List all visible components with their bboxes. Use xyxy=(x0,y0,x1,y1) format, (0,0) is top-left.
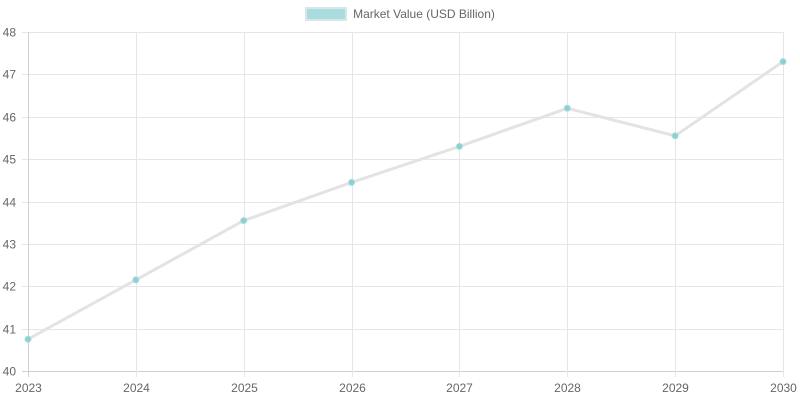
data-series xyxy=(24,58,787,343)
data-point[interactable] xyxy=(779,58,787,66)
x-tick-label: 2025 xyxy=(231,381,258,395)
data-point[interactable] xyxy=(240,217,248,225)
y-tick-label: 40 xyxy=(3,365,17,379)
data-point[interactable] xyxy=(671,132,679,140)
y-tick-label: 41 xyxy=(3,323,17,337)
y-tick-label: 48 xyxy=(3,26,17,40)
x-tick-label: 2028 xyxy=(554,381,581,395)
legend-label: Market Value (USD Billion) xyxy=(353,7,495,21)
x-tick-label: 2030 xyxy=(770,381,797,395)
y-tick-label: 44 xyxy=(3,196,17,210)
y-tick-label: 45 xyxy=(3,153,17,167)
y-tick-label: 47 xyxy=(3,68,17,82)
data-point[interactable] xyxy=(24,335,32,343)
data-point[interactable] xyxy=(563,104,571,112)
y-tick-label: 42 xyxy=(3,280,17,294)
x-tick-label: 2029 xyxy=(662,381,689,395)
grid-lines xyxy=(22,32,784,377)
data-point[interactable] xyxy=(348,178,356,186)
x-tick-label: 2024 xyxy=(123,381,150,395)
x-tick-label: 2027 xyxy=(446,381,473,395)
x-tick-label: 2026 xyxy=(339,381,366,395)
y-axis: 40 41 42 43 44 45 46 47 48 xyxy=(3,26,17,379)
data-point[interactable] xyxy=(132,276,140,284)
legend[interactable]: Market Value (USD Billion) xyxy=(0,7,800,21)
y-tick-label: 43 xyxy=(3,238,17,252)
x-axis: 2023 2024 2025 2026 2027 2028 2029 2030 xyxy=(15,381,797,395)
y-tick-label: 46 xyxy=(3,111,17,125)
x-tick-label: 2023 xyxy=(15,381,42,395)
legend-swatch xyxy=(305,7,348,21)
data-point[interactable] xyxy=(455,142,463,150)
series-line xyxy=(27,60,784,341)
